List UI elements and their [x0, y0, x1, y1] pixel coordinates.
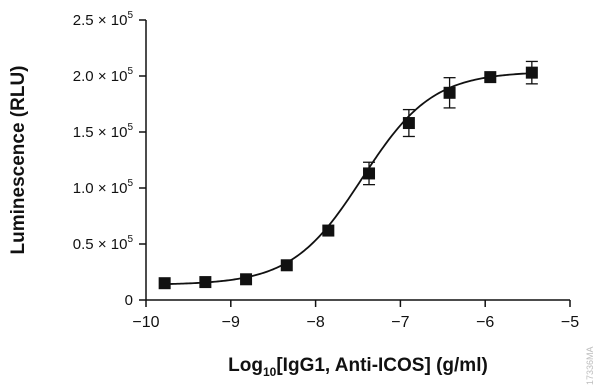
data-point: [443, 86, 456, 99]
y-tick-label: 1.0 × 105: [73, 178, 134, 197]
y-tick-label: 0: [125, 292, 133, 309]
data-points: [158, 66, 538, 290]
x-tick-label: −9: [222, 314, 240, 331]
data-point: [402, 117, 415, 130]
y-tick-mantissa: 1.0 × 10: [73, 180, 128, 197]
data-point: [240, 273, 253, 286]
data-point: [199, 276, 212, 289]
y-tick-mantissa: 1.5 × 10: [73, 124, 128, 141]
data-point: [525, 66, 538, 79]
data-point: [322, 224, 335, 237]
data-point: [280, 259, 293, 272]
y-tick-label: 2.5 × 105: [73, 10, 134, 29]
y-tick-label: 0.5 × 105: [73, 234, 134, 253]
x-axis-title-suffix: [IgG1, Anti-ICOS] (g/ml): [276, 355, 487, 376]
x-tick-label: −6: [476, 314, 494, 331]
y-axis-title: Luminescence (RLU): [8, 66, 29, 255]
axes: [145, 20, 570, 301]
x-axis-title-subscript: 10: [263, 365, 277, 379]
y-tick-mantissa: 2.5 × 10: [73, 12, 128, 29]
x-axis-title: Log10[IgG1, Anti-ICOS] (g/ml): [228, 355, 488, 379]
data-point: [484, 71, 497, 84]
y-tick-exponent: 5: [127, 178, 133, 189]
x-ticks: −10 −9 −8 −7 −6 −5: [132, 300, 579, 331]
y-tick-label: 2.0 × 105: [73, 66, 134, 85]
data-point: [363, 167, 376, 180]
error-bars: [363, 60, 538, 186]
y-tick-mantissa: 2.0 × 10: [73, 68, 128, 85]
y-tick-exponent: 5: [127, 66, 133, 77]
y-tick-label: 1.5 × 105: [73, 122, 134, 141]
data-point: [158, 277, 171, 290]
y-tick-mantissa: 0.5 × 10: [73, 236, 128, 253]
x-tick-label: −7: [391, 314, 409, 331]
fit-curve: [164, 72, 532, 286]
watermark-label: 17336MA: [585, 346, 595, 385]
y-tick-exponent: 5: [127, 10, 133, 21]
y-tick-exponent: 5: [127, 234, 133, 245]
x-tick-label: −8: [306, 314, 324, 331]
y-tick-exponent: 5: [127, 122, 133, 133]
x-axis-title-prefix: Log: [228, 355, 263, 376]
x-tick-label: −5: [561, 314, 579, 331]
x-tick-label: −10: [132, 314, 159, 331]
